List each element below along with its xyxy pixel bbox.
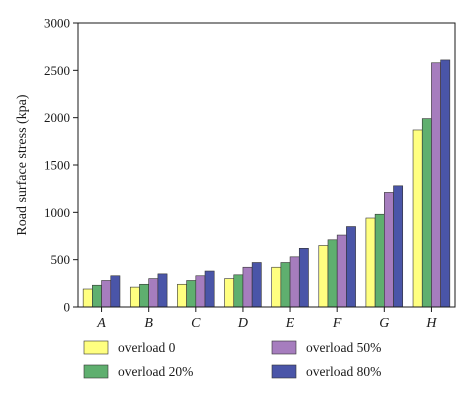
legend: overload 0 overload 20% overload 50% overlo… [83, 340, 381, 379]
bar-G-3 [384, 192, 394, 308]
y-tick-label: 2500 [44, 63, 70, 78]
bar-C-4 [204, 270, 215, 308]
x-tick-label: F [332, 316, 342, 331]
bar-H-4 [440, 59, 451, 308]
x-tick-label: G [379, 316, 389, 331]
bar-H-1 [412, 129, 423, 308]
bar-F-2 [327, 239, 338, 308]
x-axis: A B C D E F G H [96, 307, 437, 331]
bar-C-1 [177, 283, 187, 308]
y-axis-label: Road surface stress (kpa) [15, 94, 30, 235]
x-tick-label: C [191, 316, 201, 331]
legend-label: overload 20% [118, 364, 193, 379]
bar-H-2 [421, 118, 432, 308]
y-tick-label: 0 [64, 300, 71, 315]
legend-swatch [83, 340, 109, 355]
bar-D-4 [251, 262, 262, 308]
y-axis: 0 500 1000 1500 2000 2500 3000 [44, 16, 78, 315]
bar-F-3 [336, 234, 347, 308]
bar-B-3 [148, 278, 159, 308]
bar-D-3 [242, 266, 253, 308]
bar-H-3 [431, 62, 441, 308]
y-tick-label: 1000 [44, 205, 70, 220]
bar-F-4 [346, 226, 356, 308]
legend-label: overload 0 [118, 340, 176, 355]
bar-C-2 [186, 280, 197, 308]
y-tick-label: 3000 [44, 16, 70, 31]
bar-B-2 [139, 283, 149, 308]
legend-swatch [271, 340, 297, 355]
bar-G-1 [365, 217, 376, 308]
bar-E-3 [289, 256, 300, 308]
bar-E-2 [280, 262, 291, 308]
bar-D-1 [224, 278, 235, 308]
y-tick-label: 500 [51, 252, 71, 267]
legend-swatch [271, 364, 297, 379]
bar-A-1 [82, 288, 93, 308]
y-tick-label: 1500 [44, 158, 70, 173]
bar-E-4 [298, 248, 309, 308]
bar-A-2 [92, 284, 102, 308]
bar-A-3 [101, 280, 112, 308]
bar-B-1 [129, 286, 140, 308]
bar-B-4 [157, 273, 168, 308]
legend-swatch [83, 364, 109, 379]
x-tick-label: A [96, 316, 106, 331]
bars-group [82, 59, 451, 308]
x-tick-label: H [425, 316, 437, 331]
bar-C-3 [195, 275, 206, 308]
bar-A-4 [110, 275, 121, 308]
bar-E-1 [271, 266, 282, 308]
x-tick-label: D [237, 316, 248, 331]
legend-label: overload 50% [306, 340, 381, 355]
bar-D-2 [233, 274, 244, 308]
legend-label: overload 80% [306, 364, 381, 379]
x-tick-label: B [144, 316, 153, 331]
bar-G-2 [374, 213, 385, 308]
x-tick-label: E [285, 316, 295, 331]
bar-F-1 [318, 245, 329, 308]
y-tick-label: 2000 [44, 110, 70, 125]
bar-G-4 [393, 185, 404, 308]
